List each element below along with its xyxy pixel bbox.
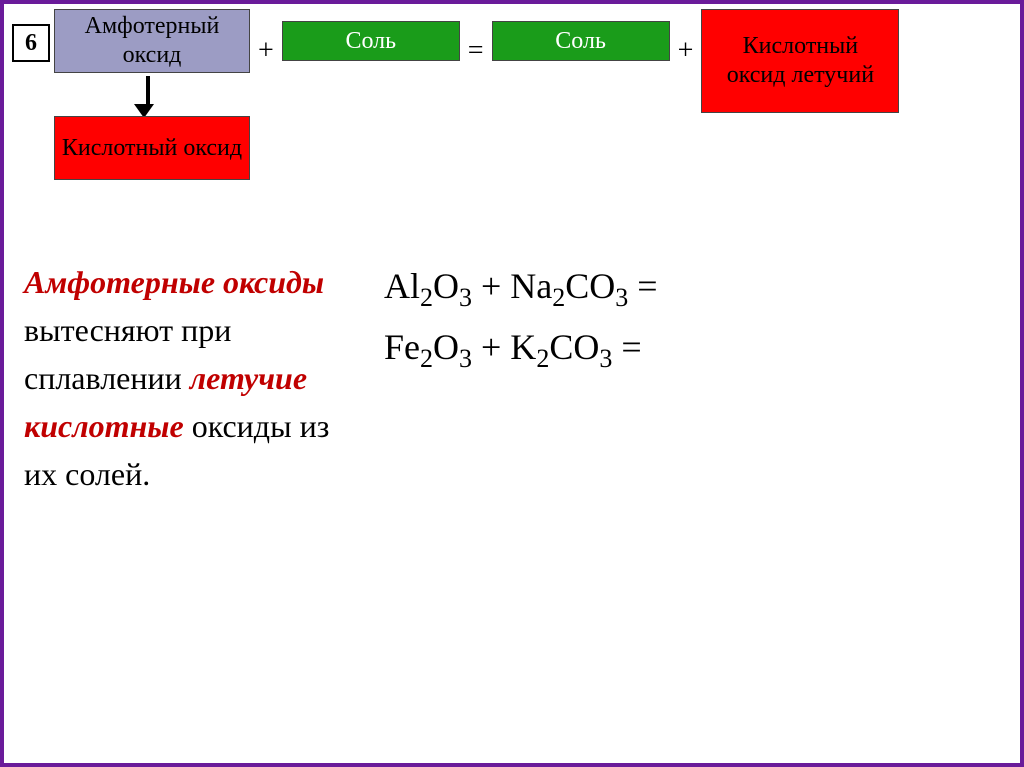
salt-box-2: Соль bbox=[492, 21, 670, 61]
formula-2: Fe2O3 + K2CO3 = bbox=[384, 319, 1000, 380]
amphoteric-oxide-box: Амфотерный оксид bbox=[54, 9, 250, 73]
chemical-formulas: Al2O3 + Na2CO3 = Fe2O3 + K2CO3 = bbox=[364, 258, 1000, 498]
acidic-oxide-volatile-box: Кислотный оксид летучий bbox=[701, 9, 899, 113]
slide-number: 6 bbox=[12, 24, 50, 62]
salt-box-1: Соль bbox=[282, 21, 460, 61]
content-area: Амфотерные оксиды вытесняют при сплавлен… bbox=[4, 258, 1020, 498]
equation-row: 6 Амфотерный оксид + Соль = Соль + Кисло… bbox=[4, 4, 1020, 118]
explanation-text: Амфотерные оксиды вытесняют при сплавлен… bbox=[24, 258, 364, 498]
plus-operator-2: + bbox=[674, 35, 698, 67]
plus-operator-1: + bbox=[254, 35, 278, 67]
acidic-oxide-box: Кислотный оксид bbox=[54, 116, 250, 180]
equals-operator: = bbox=[464, 35, 488, 67]
text-emphasis-1: Амфотерные оксиды bbox=[24, 264, 324, 300]
arrow-down-icon bbox=[142, 76, 154, 118]
formula-1: Al2O3 + Na2CO3 = bbox=[384, 258, 1000, 319]
